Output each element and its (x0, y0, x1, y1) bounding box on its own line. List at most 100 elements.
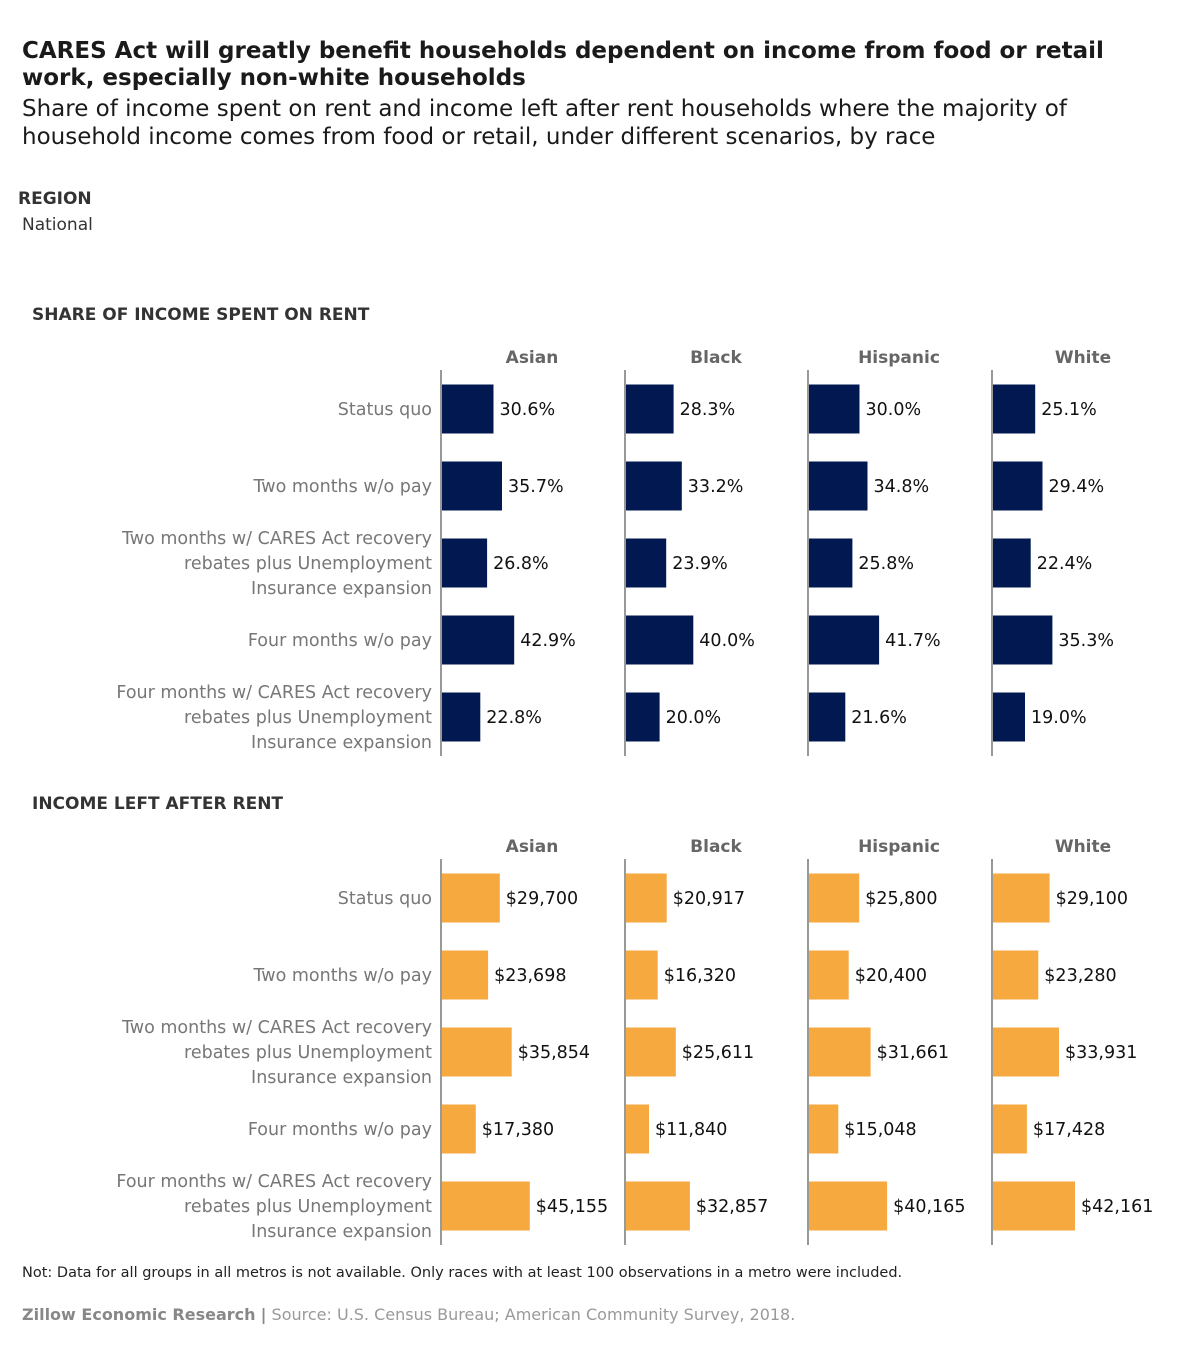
bar-asian-5-rent (442, 692, 481, 742)
data-note: Not: Data for all groups in all metros i… (22, 1265, 903, 1281)
bar-black-5-income (626, 1181, 690, 1231)
data-label-asian-3-rent: 26.8% (493, 554, 549, 574)
bar-white-1-rent (993, 384, 1036, 434)
data-label-asian-2-income: $23,698 (494, 966, 566, 986)
data-label-black-4-rent: 40.0% (699, 631, 755, 651)
data-label-hispanic-1-income: $25,800 (865, 889, 937, 909)
data-label-asian-4-rent: 42.9% (520, 631, 576, 651)
chart-subtitle: Share of income spent on rent and income… (22, 96, 1067, 150)
bar-hispanic-2-income (809, 950, 849, 1000)
bar-white-5-income (993, 1181, 1075, 1231)
panel-title-rent: SHARE OF INCOME SPENT ON RENT (32, 305, 370, 325)
data-label-asian-2-rent: 35.7% (508, 477, 564, 497)
bar-hispanic-5-rent (809, 692, 846, 742)
row-label-status-quo-rent: Status quo (338, 400, 432, 420)
bar-black-2-rent (626, 461, 682, 511)
footer: Zillow Economic Research | Source: U.S. … (22, 1305, 795, 1324)
data-label-asian-5-rent: 22.8% (486, 708, 542, 728)
data-label-black-1-rent: 28.3% (680, 400, 736, 420)
bar-asian-1-rent (442, 384, 494, 434)
data-label-black-2-income: $16,320 (664, 966, 736, 986)
row-label-four-months-w-cares-act-recovery-rebates-income: Four months w/ CARES Act recovery rebates… (116, 1172, 432, 1242)
bar-white-1-income (993, 873, 1050, 923)
bar-white-4-income (993, 1104, 1027, 1154)
data-label-white-1-income: $29,100 (1056, 889, 1128, 909)
bar-asian-1-income (442, 873, 500, 923)
bar-hispanic-1-rent (809, 384, 860, 434)
column-header-asian-income: Asian (506, 837, 559, 857)
data-label-white-5-income: $42,161 (1081, 1197, 1153, 1217)
bar-asian-3-rent (442, 538, 488, 588)
data-label-white-4-rent: 35.3% (1058, 631, 1114, 651)
column-header-black-income: Black (690, 837, 742, 857)
data-label-white-3-income: $33,931 (1065, 1043, 1137, 1063)
bar-black-3-rent (626, 538, 667, 588)
footer-separator: | (260, 1305, 267, 1324)
bar-black-3-income (626, 1027, 676, 1077)
data-label-asian-1-income: $29,700 (506, 889, 578, 909)
data-label-white-1-rent: 25.1% (1041, 400, 1097, 420)
bar-black-5-rent (626, 692, 660, 742)
data-label-white-4-income: $17,428 (1033, 1120, 1105, 1140)
chart-title: CARES Act will greatly benefit household… (22, 38, 1104, 91)
bar-asian-4-rent (442, 615, 515, 665)
panel-title-income: INCOME LEFT AFTER RENT (32, 794, 283, 814)
data-label-white-3-rent: 22.4% (1037, 554, 1093, 574)
data-label-black-3-rent: 23.9% (672, 554, 728, 574)
data-label-hispanic-2-rent: 34.8% (874, 477, 930, 497)
data-label-hispanic-5-income: $40,165 (893, 1197, 965, 1217)
bar-asian-3-income (442, 1027, 512, 1077)
row-label-two-months-w-o-pay-income: Two months w/o pay (252, 966, 432, 986)
data-label-hispanic-3-rent: 25.8% (858, 554, 914, 574)
bar-white-3-income (993, 1027, 1059, 1077)
row-label-four-months-w-cares-act-recovery-rebates-rent: Four months w/ CARES Act recovery rebates… (116, 683, 432, 753)
bar-black-4-rent (626, 615, 694, 665)
data-label-hispanic-5-rent: 21.6% (851, 708, 907, 728)
data-label-white-2-income: $23,280 (1044, 966, 1116, 986)
data-label-hispanic-2-income: $20,400 (855, 966, 927, 986)
row-label-four-months-w-o-pay-income: Four months w/o pay (248, 1120, 432, 1140)
data-label-hispanic-3-income: $31,661 (877, 1043, 949, 1063)
data-label-black-4-income: $11,840 (655, 1120, 727, 1140)
bar-black-1-rent (626, 384, 674, 434)
bar-asian-4-income (442, 1104, 476, 1154)
data-label-black-5-income: $32,857 (696, 1197, 768, 1217)
bar-hispanic-5-income (809, 1181, 888, 1231)
bar-hispanic-3-rent (809, 538, 853, 588)
data-label-hispanic-1-rent: 30.0% (866, 400, 922, 420)
data-label-white-5-rent: 19.0% (1031, 708, 1087, 728)
column-header-white-rent: White (1055, 348, 1111, 368)
row-label-two-months-w-cares-act-recovery-rebates--rent: Two months w/ CARES Act recovery rebates … (121, 529, 432, 599)
data-label-hispanic-4-income: $15,048 (844, 1120, 916, 1140)
row-label-status-quo-income: Status quo (338, 889, 432, 909)
row-label-four-months-w-o-pay-rent: Four months w/o pay (248, 631, 432, 651)
bar-black-2-income (626, 950, 658, 1000)
data-label-asian-1-rent: 30.6% (500, 400, 556, 420)
region-filter-value[interactable]: National (22, 215, 93, 235)
data-label-hispanic-4-rent: 41.7% (885, 631, 941, 651)
bar-black-4-income (626, 1104, 649, 1154)
bar-hispanic-3-income (809, 1027, 871, 1077)
data-label-black-1-income: $20,917 (673, 889, 745, 909)
bar-asian-2-income (442, 950, 489, 1000)
data-label-white-2-rent: 29.4% (1049, 477, 1105, 497)
data-label-asian-3-income: $35,854 (518, 1043, 590, 1063)
bar-white-2-rent (993, 461, 1043, 511)
column-header-asian-rent: Asian (506, 348, 559, 368)
column-header-hispanic-income: Hispanic (858, 837, 940, 857)
column-header-hispanic-rent: Hispanic (858, 348, 940, 368)
bar-white-5-rent (993, 692, 1025, 742)
data-label-asian-5-income: $45,155 (536, 1197, 608, 1217)
bar-white-2-income (993, 950, 1039, 1000)
bar-black-1-income (626, 873, 667, 923)
bar-white-4-rent (993, 615, 1053, 665)
column-header-white-income: White (1055, 837, 1111, 857)
bar-hispanic-2-rent (809, 461, 868, 511)
footer-source: Source: U.S. Census Bureau; American Com… (271, 1305, 796, 1324)
data-label-black-3-income: $25,611 (682, 1043, 754, 1063)
data-label-asian-4-income: $17,380 (482, 1120, 554, 1140)
bar-white-3-rent (993, 538, 1031, 588)
bar-hispanic-1-income (809, 873, 860, 923)
bar-hispanic-4-income (809, 1104, 839, 1154)
